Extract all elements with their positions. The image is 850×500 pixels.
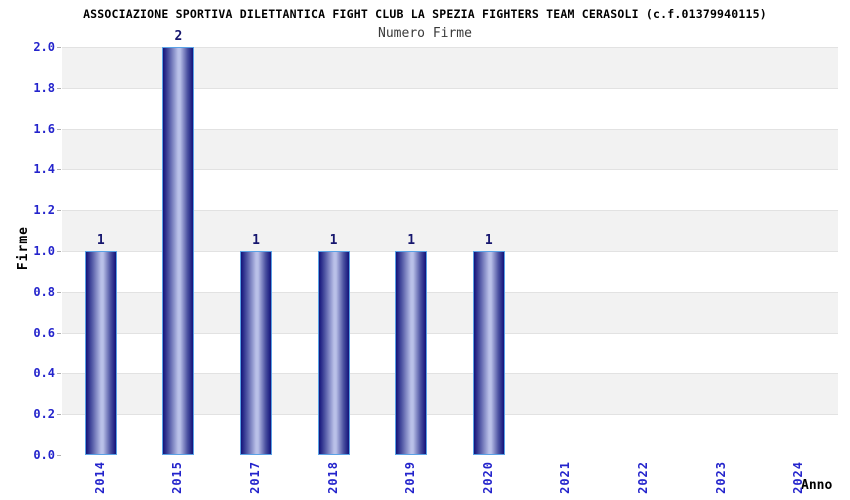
gridline [62, 47, 838, 48]
y-tick-mark [57, 47, 61, 48]
y-tick-label: 1.2 [33, 203, 55, 218]
bar [472, 251, 505, 455]
y-tick-label: 0.2 [33, 407, 55, 422]
y-tick-label: 1.4 [33, 162, 55, 177]
y-tick-label: 0.0 [33, 448, 55, 462]
x-tick-label: 2022 [636, 461, 650, 494]
x-tick-label: 2014 [92, 461, 107, 494]
gridline [62, 332, 838, 334]
y-tick-mark [57, 251, 61, 252]
y-tick-mark [57, 373, 61, 375]
y-tick-label: 0.6 [33, 325, 55, 340]
gridline [62, 169, 838, 171]
bar [395, 251, 428, 455]
y-tick-mark [57, 169, 61, 171]
x-tick-label: 2017 [248, 461, 262, 494]
y-tick-label: 0.4 [33, 366, 55, 381]
x-tick-label: 2019 [403, 461, 418, 494]
bar-value-label: 1 [407, 233, 416, 248]
bar-value-label: 2 [174, 29, 183, 44]
y-tick-mark [57, 87, 61, 89]
plot-area: 2.0 1.8 1.6 1.4 1.2 1.0 0.8 0.6 0.4 0.2 0.0 1 2014 2 2… [33, 30, 838, 494]
gridline [62, 128, 838, 130]
y-tick-mark [57, 332, 61, 334]
gridline [62, 87, 838, 89]
bar [162, 47, 195, 455]
gridline [62, 291, 838, 293]
x-tick-label: 2023 [713, 461, 728, 494]
x-tick-label: 2015 [170, 461, 185, 494]
y-tick-mark [57, 455, 61, 456]
x-tick-label: 2021 [558, 461, 573, 494]
x-tick-label: 2020 [480, 461, 495, 494]
gridline [62, 373, 838, 375]
gridline [62, 210, 838, 212]
y-tick-label: 0.8 [33, 284, 55, 299]
y-tick-mark [57, 210, 61, 212]
gridline [62, 414, 838, 416]
bar-value-label: 1 [96, 233, 105, 248]
bar [317, 251, 350, 455]
bar [84, 251, 117, 455]
y-tick-mark [57, 291, 61, 293]
y-tick-mark [57, 128, 61, 130]
y-tick-label: 2.0 [33, 40, 55, 54]
y-tick-label: 1.0 [33, 244, 55, 258]
bar-value-label: 1 [484, 233, 493, 248]
x-tick-label: 2024 [791, 461, 806, 494]
bar-value-label: 1 [252, 233, 260, 248]
chart-subtitle: Numero Firme [378, 26, 472, 41]
bar [240, 251, 272, 455]
y-tick-mark [57, 414, 61, 416]
gridline [62, 251, 838, 252]
chart-title: ASSOCIAZIONE SPORTIVA DILETTANTICA FIGHT… [83, 7, 767, 21]
x-tick-label: 2018 [325, 461, 340, 494]
y-tick-label: 1.6 [33, 121, 55, 136]
y-tick-label: 1.8 [33, 80, 55, 95]
x-axis-label: Anno [801, 478, 833, 493]
bar-value-label: 1 [329, 233, 338, 248]
